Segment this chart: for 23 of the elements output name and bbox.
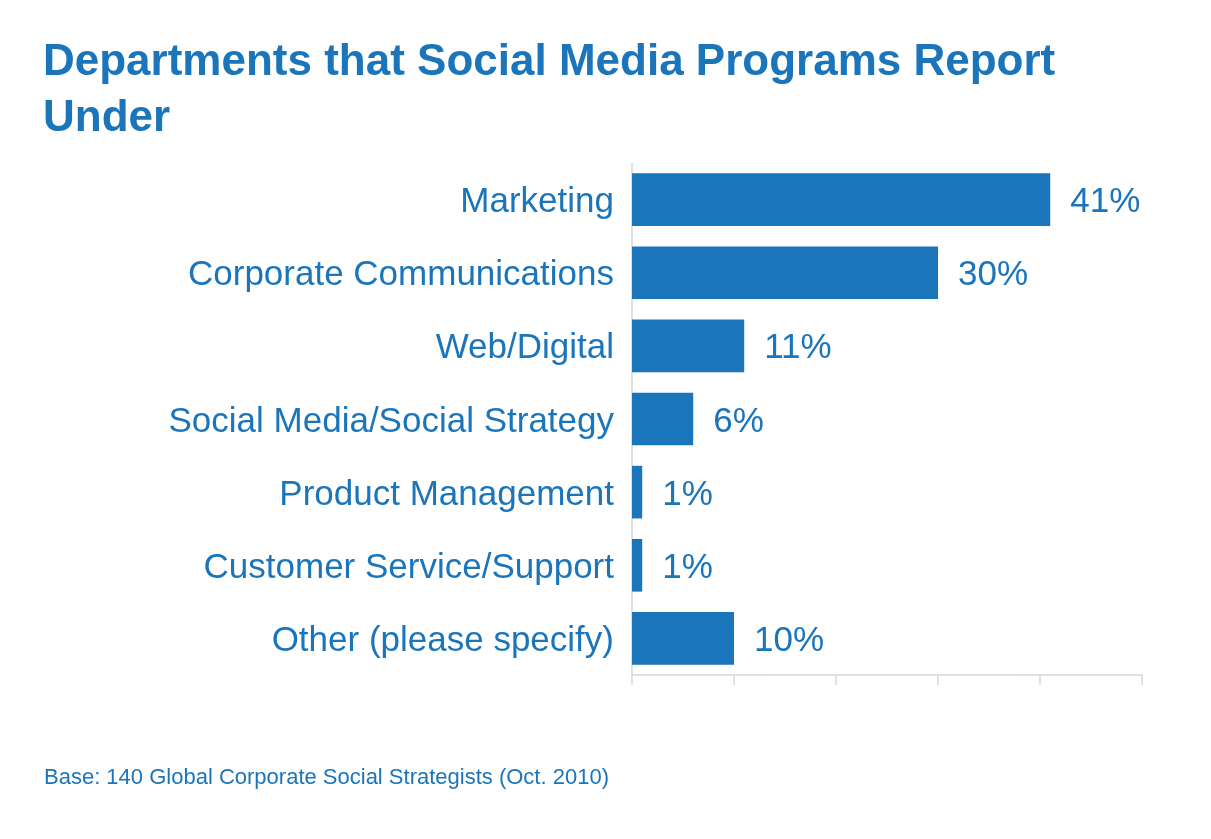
y-tick-label: Product Management: [279, 472, 615, 512]
data-label: 41%: [1070, 180, 1141, 220]
text: Base: 140 Global Corporate Social Strategists (Oct. 2010): [44, 763, 609, 789]
bar: [632, 246, 938, 300]
bar: [632, 173, 1051, 226]
data-label: 6%: [713, 399, 764, 439]
data-label: 11%: [764, 326, 832, 366]
y-tick-label: Marketing: [460, 180, 614, 220]
y-tick-label: Corporate Communications: [187, 253, 614, 293]
y-tick-label: Customer Service/Support: [203, 545, 615, 585]
bar: [632, 392, 694, 446]
bar: [632, 465, 643, 519]
data-label: 1%: [662, 472, 713, 512]
y-tick-label: Web/Digital: [435, 326, 614, 366]
bar: [632, 319, 745, 373]
y-tick-label: Social Media/Social Strategy: [168, 399, 615, 439]
bar: [632, 612, 734, 665]
y-tick-label: Other (please specify): [271, 618, 614, 658]
data-label: 10%: [754, 618, 825, 658]
bar: [632, 538, 643, 592]
chart-title: Departments that Social Media Programs Report Under: [43, 34, 1068, 140]
data-label: 30%: [958, 253, 1029, 293]
data-label: 1%: [662, 545, 713, 585]
